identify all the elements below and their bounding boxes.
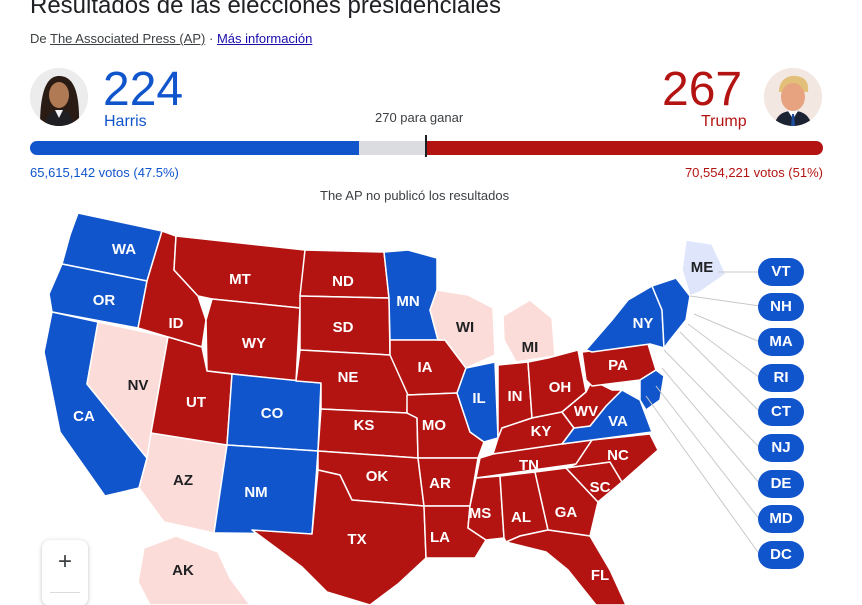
state-label-id: ID (169, 315, 184, 332)
state-label-mt: MT (229, 271, 251, 288)
state-label-ne: NE (338, 369, 359, 386)
state-MD-DE-NJ-region[interactable] (639, 369, 665, 411)
state-label-wv: WV (574, 403, 598, 420)
results-note: The AP no publicó los resultados (320, 188, 510, 203)
to-win-label: 270 para ganar (375, 110, 464, 125)
state-label-sd: SD (333, 319, 354, 336)
harris-bar-segment (30, 141, 359, 155)
state-pill-md[interactable]: MD (758, 505, 804, 533)
state-label-wa: WA (112, 241, 136, 258)
state-label-az: AZ (173, 472, 193, 489)
state-label-tx: TX (347, 531, 366, 548)
harris-avatar-icon (30, 68, 88, 126)
state-GA[interactable] (534, 467, 599, 537)
harris-name: Harris (104, 113, 147, 130)
state-AK[interactable] (137, 535, 251, 605)
state-label-la: LA (430, 529, 450, 546)
state-label-ut: UT (186, 394, 206, 411)
state-label-wy: WY (242, 335, 266, 352)
state-label-co: CO (261, 405, 284, 422)
state-label-or: OR (93, 292, 116, 309)
state-label-pa: PA (608, 357, 628, 374)
state-label-al: AL (511, 509, 531, 526)
state-label-nv: NV (128, 377, 149, 394)
state-label-mn: MN (396, 293, 419, 310)
state-label-tn: TN (519, 457, 539, 474)
state-label-mi: MI (522, 339, 539, 356)
state-label-il: IL (472, 390, 485, 407)
source-link[interactable]: The Associated Press (AP) (50, 31, 206, 46)
state-label-ga: GA (555, 504, 578, 521)
harris-electoral-votes: 224 (103, 63, 184, 116)
state-label-ak: AK (172, 562, 194, 579)
state-ME[interactable] (681, 239, 727, 297)
us-electoral-map[interactable]: WA OR CA NV AZ ID MT WY UT CO NM ND SD NE KS OK TX MN IA MO… (0, 200, 862, 605)
trump-popular-votes: 70,554,221 votos (51%) (684, 165, 823, 180)
state-label-oh: OH (549, 379, 572, 396)
state-label-ks: KS (354, 417, 375, 434)
state-label-nc: NC (607, 447, 629, 464)
trump-name: Trump (701, 113, 747, 130)
win-threshold-marker (425, 135, 427, 157)
state-pill-nj[interactable]: NJ (758, 434, 804, 462)
state-TX[interactable] (251, 469, 427, 605)
more-info-link[interactable]: Más información (216, 31, 313, 46)
zoom-in-button[interactable]: + (57, 548, 72, 575)
undecided-bar-segment (359, 141, 427, 155)
state-label-mo: MO (422, 417, 446, 434)
state-OR[interactable] (48, 263, 148, 329)
zoom-control[interactable]: + (42, 540, 88, 605)
source-line: De The Associated Press (AP) · Más infor… (30, 31, 312, 46)
zoom-divider (50, 592, 80, 593)
state-label-in: IN (508, 388, 523, 405)
state-WV[interactable] (561, 379, 623, 429)
state-pill-ma[interactable]: MA (758, 328, 804, 356)
state-pill-vt[interactable]: VT (758, 258, 804, 286)
state-pill-nh[interactable]: NH (758, 293, 804, 321)
state-label-nm: NM (244, 484, 267, 501)
state-pill-ct[interactable]: CT (758, 398, 804, 426)
trump-bar-segment (427, 141, 823, 155)
state-pill-ri[interactable]: RI (758, 364, 804, 392)
state-label-ar: AR (429, 475, 451, 492)
state-label-ky: KY (531, 423, 552, 440)
state-pill-dc[interactable]: DC (758, 541, 804, 569)
state-IL[interactable] (456, 361, 499, 443)
source-prefix: De (30, 31, 47, 46)
trump-avatar-icon (764, 68, 822, 126)
state-label-ny: NY (633, 315, 654, 332)
source-separator: · (208, 31, 214, 46)
trump-electoral-votes: 267 (662, 63, 743, 116)
state-label-fl: FL (591, 567, 609, 584)
state-label-ok: OK (366, 468, 389, 485)
state-label-sc: SC (590, 479, 611, 496)
state-label-va: VA (608, 413, 628, 430)
state-label-ia: IA (418, 359, 433, 376)
state-pill-de[interactable]: DE (758, 470, 804, 498)
state-FL[interactable] (505, 529, 627, 605)
state-NE-region[interactable] (651, 277, 691, 349)
state-label-me: ME (691, 259, 714, 276)
state-label-nd: ND (332, 273, 354, 290)
state-label-ca: CA (73, 408, 95, 425)
state-label-wi: WI (456, 319, 474, 336)
state-label-ms: MS (469, 505, 492, 522)
harris-popular-votes: 65,615,142 votos (47.5%) (30, 165, 179, 180)
page-title: Resultados de las elecciones presidencia… (30, 0, 501, 19)
